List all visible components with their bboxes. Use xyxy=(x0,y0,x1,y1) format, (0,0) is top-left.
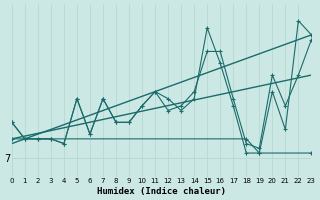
X-axis label: Humidex (Indice chaleur): Humidex (Indice chaleur) xyxy=(97,187,226,196)
